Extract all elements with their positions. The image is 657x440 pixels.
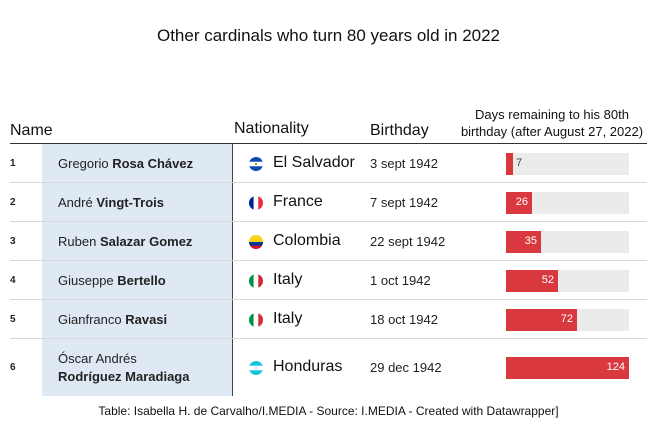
birthday: 7 sept 1942 xyxy=(370,194,438,210)
days-value-label: 124 xyxy=(606,360,625,373)
header-days-line1: Days remaining to his 80th xyxy=(475,107,629,122)
row-separator xyxy=(10,299,647,300)
days-bar-track: 7 xyxy=(506,152,629,175)
days-bar xyxy=(506,308,577,331)
row-rank: 2 xyxy=(10,196,16,208)
cardinal-last-name: Vingt-Trois xyxy=(96,194,164,210)
days-bar-track: 72 xyxy=(506,308,629,331)
row-separator xyxy=(10,260,647,261)
chart-title: Other cardinals who turn 80 years old in… xyxy=(156,26,501,45)
cardinal-name: Gregorio Rosa Chávez xyxy=(58,155,193,173)
days-value-label: 52 xyxy=(541,273,554,286)
colombia-flag-icon xyxy=(249,234,263,249)
france-flag-icon xyxy=(249,195,263,210)
nationality: Italy xyxy=(273,270,303,288)
days-bar xyxy=(506,191,532,214)
row-rank: 6 xyxy=(10,361,16,373)
cardinal-last-name: Bertello xyxy=(117,272,166,288)
header-days-line2: birthday (after August 27, 2022) xyxy=(460,124,644,139)
cardinal-first-name: Ruben xyxy=(58,233,97,249)
birthday: 22 sept 1942 xyxy=(370,233,446,249)
row-rank: 5 xyxy=(10,313,16,325)
table-row: 2 André Vingt-Trois France 7 sept 1942 26 xyxy=(10,183,647,222)
header-days-remaining: Days remaining to his 80th birthday (aft… xyxy=(452,106,652,140)
table-row: 5 Gianfranco Ravasi Italy 18 oct 1942 72 xyxy=(10,300,647,339)
birthday: 1 oct 1942 xyxy=(370,272,431,288)
days-bar-track: 26 xyxy=(506,191,629,214)
days-bar-track: 124 xyxy=(506,356,629,379)
days-value-label: 72 xyxy=(560,312,573,325)
row-separator xyxy=(10,182,647,183)
birthday: 18 oct 1942 xyxy=(370,311,438,327)
nationality: France xyxy=(273,192,323,210)
header-nationality: Nationality xyxy=(234,120,309,137)
days-bar xyxy=(506,269,558,292)
nationality: Italy xyxy=(273,309,303,327)
honduras-flag-icon xyxy=(249,360,263,375)
header-name: Name xyxy=(10,122,53,139)
header-birthday: Birthday xyxy=(370,122,429,139)
cardinal-name: André Vingt-Trois xyxy=(58,194,164,212)
days-bar xyxy=(506,152,513,175)
table-row: 6 Óscar Andrés Rodríguez Maradiaga Honduras… xyxy=(10,339,647,396)
cardinal-name: Óscar Andrés Rodríguez Maradiaga xyxy=(58,350,189,386)
days-value-label: 26 xyxy=(515,195,528,208)
header-divider xyxy=(10,143,647,144)
table-row: 1 Gregorio Rosa Chávez El Salvador 3 sept 1… xyxy=(10,144,647,183)
days-bar-track: 52 xyxy=(506,269,629,292)
cardinal-name: Ruben Salazar Gomez xyxy=(58,233,192,251)
italy-flag-icon xyxy=(249,273,263,288)
table-row: 3 Ruben Salazar Gomez Colombia 22 sept 1942… xyxy=(10,222,647,261)
days-bar-track: 35 xyxy=(506,230,629,253)
days-bar xyxy=(506,356,629,379)
row-rank: 1 xyxy=(10,157,16,169)
cardinal-first-name: Gianfranco xyxy=(58,311,122,327)
nationality: Honduras xyxy=(273,357,343,375)
cardinal-first-name: Óscar Andrés xyxy=(58,350,137,366)
row-separator xyxy=(10,338,647,339)
cardinal-first-name: Giuseppe xyxy=(58,272,114,288)
birthday: 29 dec 1942 xyxy=(370,359,442,375)
cardinal-last-name: Ravasi xyxy=(125,311,168,327)
row-rank: 3 xyxy=(10,235,16,247)
cardinal-first-name: André xyxy=(58,194,93,210)
nationality: Colombia xyxy=(273,231,341,249)
cardinal-name: Gianfranco Ravasi xyxy=(58,311,167,329)
el-salvador-flag-icon xyxy=(249,156,263,171)
cardinal-last-name: Rodríguez Maradiaga xyxy=(58,368,190,384)
column-divider xyxy=(232,144,233,396)
cardinal-last-name: Rosa Chávez xyxy=(112,155,194,171)
cardinal-last-name: Salazar Gomez xyxy=(99,233,193,249)
name-column-highlight xyxy=(42,144,232,396)
days-value-label: 35 xyxy=(524,234,537,247)
birthday: 3 sept 1942 xyxy=(370,155,438,171)
days-value-label: 7 xyxy=(516,156,523,169)
nationality: El Salvador xyxy=(273,153,355,171)
table-row: 4 Giuseppe Bertello Italy 1 oct 1942 52 xyxy=(10,261,647,300)
row-separator xyxy=(10,221,647,222)
cardinal-first-name: Gregorio xyxy=(58,155,109,171)
row-rank: 4 xyxy=(10,274,16,286)
days-bar xyxy=(506,230,541,253)
source-note: Table: Isabella H. de Carvalho/I.MEDIA -… xyxy=(98,404,559,418)
italy-flag-icon xyxy=(249,312,263,327)
cardinal-name: Giuseppe Bertello xyxy=(58,272,166,290)
